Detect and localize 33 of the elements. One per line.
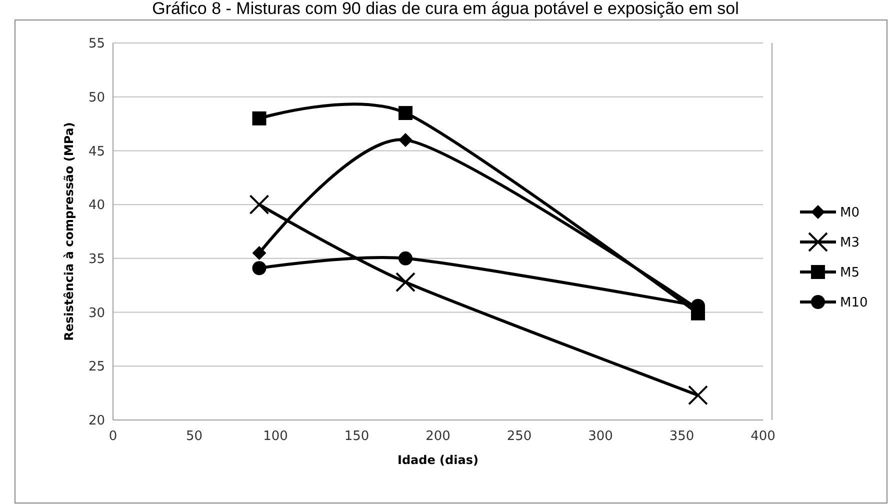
point <box>398 251 412 266</box>
y-tick-label: 20 <box>88 414 105 429</box>
x-tick-label: 250 <box>506 429 532 444</box>
y-tick-label: 40 <box>88 198 105 214</box>
point <box>252 261 266 276</box>
x-tick-label: 300 <box>588 429 613 444</box>
x-tick-label: 200 <box>426 429 450 444</box>
y-tick-label: 25 <box>88 360 105 375</box>
point <box>249 194 270 215</box>
point <box>252 246 266 260</box>
legend-label: M5 <box>840 266 860 281</box>
y-axis-title: Resistência à compressão (MPa) <box>62 122 76 341</box>
x-tick-label: 350 <box>669 429 694 444</box>
y-tick-label: 35 <box>88 252 105 267</box>
point <box>398 106 412 120</box>
x-tick-label: 400 <box>750 429 776 444</box>
x-tick-label: 0 <box>108 429 118 444</box>
point <box>688 385 708 406</box>
x-tick-label: 50 <box>186 429 203 444</box>
y-tick-label: 55 <box>88 36 105 52</box>
legend-label: M3 <box>840 236 860 251</box>
legend-label: M0 <box>840 206 860 221</box>
x-tick-label: 100 <box>263 429 288 444</box>
chart-title: Gráfico 8 - Misturas com 90 dias de cura em água potável e exposição em sol <box>152 0 739 18</box>
y-tick-label: 45 <box>88 144 105 160</box>
legend-label: M10 <box>840 296 868 311</box>
point <box>252 111 266 126</box>
y-tick-label: 50 <box>88 90 105 106</box>
x-tick-label: 150 <box>344 429 370 444</box>
point <box>396 272 416 292</box>
point <box>398 132 412 147</box>
y-tick-label: 30 <box>88 306 105 321</box>
x-axis-title: Idade (dias) <box>398 453 478 467</box>
